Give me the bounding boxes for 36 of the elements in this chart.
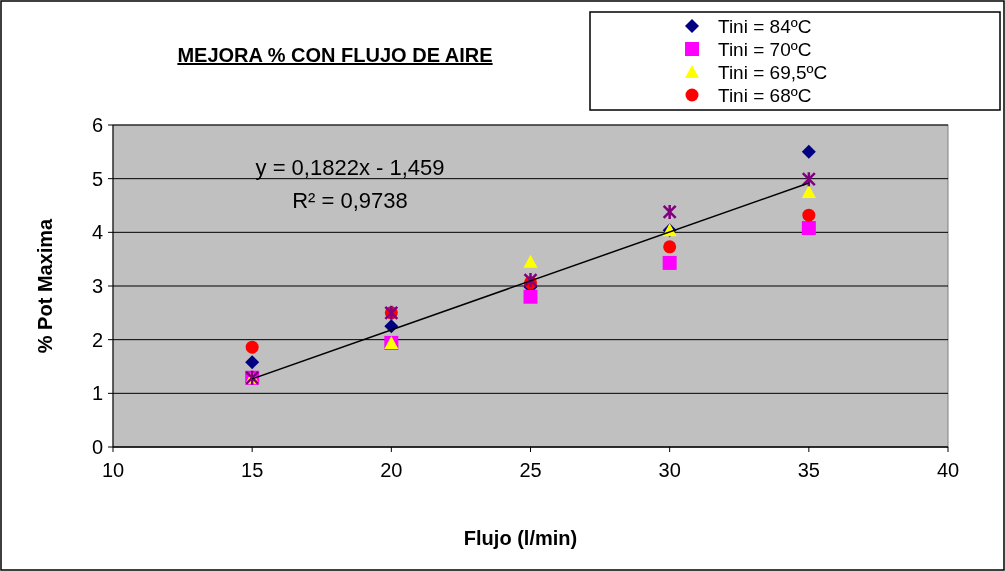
x-tick-label: 35 — [797, 459, 820, 481]
point — [523, 289, 538, 304]
x-tick-label: 15 — [241, 459, 264, 481]
y-tick-label: 6 — [91, 114, 103, 136]
point — [523, 271, 538, 289]
y-tick-label: 2 — [91, 328, 103, 351]
legend-label: Tini = 84ºC — [718, 15, 812, 37]
point — [662, 255, 677, 270]
point — [523, 254, 538, 268]
x-tick-label: 30 — [658, 459, 681, 481]
point — [801, 144, 816, 159]
point — [801, 221, 816, 236]
x-tick-label: 25 — [519, 459, 542, 481]
x-axis-title: Flujo (l/min) — [463, 527, 578, 549]
y-axis-title: % Pot Maxima — [34, 217, 56, 354]
x-tick-label: 20 — [380, 459, 403, 481]
y-tick-label: 3 — [91, 275, 103, 297]
point — [662, 203, 677, 221]
point — [245, 355, 260, 370]
point — [245, 340, 259, 354]
y-tick-label: 1 — [91, 382, 103, 405]
legend-label: Tini = 68ºC — [718, 84, 812, 106]
annotation: y = 0,1822x - 1,459 — [255, 155, 445, 180]
y-tick-label: 5 — [91, 167, 103, 190]
y-tick-label: 4 — [91, 221, 103, 244]
y-tick-label: 0 — [91, 436, 103, 458]
x-tick-label: 10 — [101, 459, 125, 481]
legend-label: Tini = 70ºC — [718, 38, 812, 60]
point — [802, 208, 816, 222]
legend-label: Tini = 69,5ºC — [718, 61, 828, 83]
point — [801, 185, 816, 199]
point — [801, 170, 817, 188]
chart-title: MEJORA % CON FLUJO DE AIRE — [177, 44, 493, 66]
annotation: R² = 0,9738 — [292, 188, 408, 213]
point — [663, 240, 677, 254]
x-tick-label: 40 — [936, 459, 960, 481]
